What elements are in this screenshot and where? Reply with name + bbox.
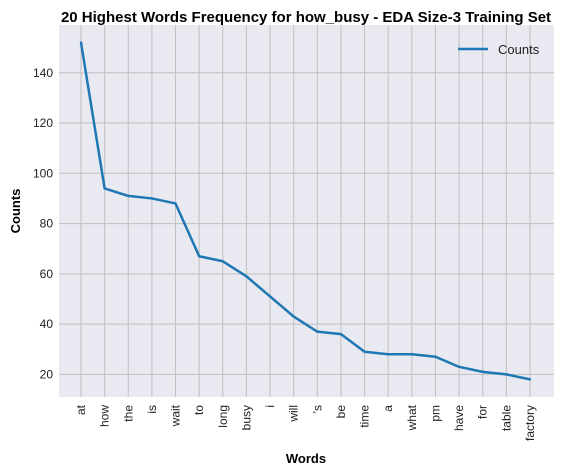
x-tick-label: at xyxy=(74,404,88,415)
x-tick-label: is xyxy=(145,405,159,414)
x-tick-label: 's xyxy=(310,405,324,413)
x-tick-label: factory xyxy=(523,405,537,441)
x-tick-label: time xyxy=(358,405,372,428)
data-point xyxy=(79,41,83,44)
x-tick-label: i xyxy=(263,405,277,408)
data-point xyxy=(528,378,532,381)
chart-title: 20 Highest Words Frequency for how_busy … xyxy=(61,9,551,26)
x-tick-label: for xyxy=(476,405,490,419)
grid xyxy=(59,25,554,397)
x-tick-label: busy xyxy=(239,405,253,430)
x-tick-label: long xyxy=(216,405,230,428)
x-tick-label: have xyxy=(452,405,466,431)
data-point xyxy=(434,355,437,358)
data-point xyxy=(387,353,390,356)
data-point xyxy=(150,197,154,200)
data-point xyxy=(127,194,130,198)
data-point xyxy=(245,275,248,278)
x-tick-label: wait xyxy=(169,404,183,427)
x-axis-label: Words xyxy=(286,451,326,466)
data-point xyxy=(505,373,508,376)
plot-background xyxy=(59,25,554,397)
data-point xyxy=(363,350,366,353)
legend-label: Counts xyxy=(498,42,540,57)
data-point xyxy=(410,353,414,356)
y-axis-label: Counts xyxy=(8,189,23,234)
y-tick-label: 20 xyxy=(40,367,54,381)
x-tick-label: be xyxy=(334,405,348,419)
data-point xyxy=(174,202,177,205)
x-tick-label: table xyxy=(499,405,513,431)
data-point xyxy=(339,332,343,336)
data-point xyxy=(481,370,484,374)
x-tick-label: how xyxy=(98,405,112,427)
y-tick-label: 100 xyxy=(33,166,53,180)
x-tick-label: what xyxy=(405,404,419,431)
data-point xyxy=(316,330,319,333)
data-point xyxy=(103,187,106,190)
data-point xyxy=(457,365,461,369)
x-tick-labels: at how the is wait to long busy i will 's be time a wh… xyxy=(74,404,537,441)
y-tick-label: 140 xyxy=(33,66,53,80)
y-tick-label: 40 xyxy=(40,317,54,331)
data-point xyxy=(268,295,272,298)
x-tick-label: to xyxy=(192,405,206,415)
y-tick-label: 120 xyxy=(33,116,53,130)
data-point xyxy=(221,260,224,263)
y-tick-label: 60 xyxy=(40,267,54,281)
y-tick-labels: 20 40 60 80 100 120 140 xyxy=(33,66,53,382)
legend: Counts xyxy=(458,42,540,57)
x-tick-label: pm xyxy=(428,405,442,422)
data-point xyxy=(292,315,295,318)
x-tick-label: will xyxy=(287,405,301,423)
data-point xyxy=(197,255,201,258)
series-line xyxy=(79,42,531,381)
series-group xyxy=(79,41,532,381)
x-tick-label: a xyxy=(381,405,395,412)
y-tick-label: 80 xyxy=(40,217,54,231)
x-tick-label: the xyxy=(121,405,135,422)
